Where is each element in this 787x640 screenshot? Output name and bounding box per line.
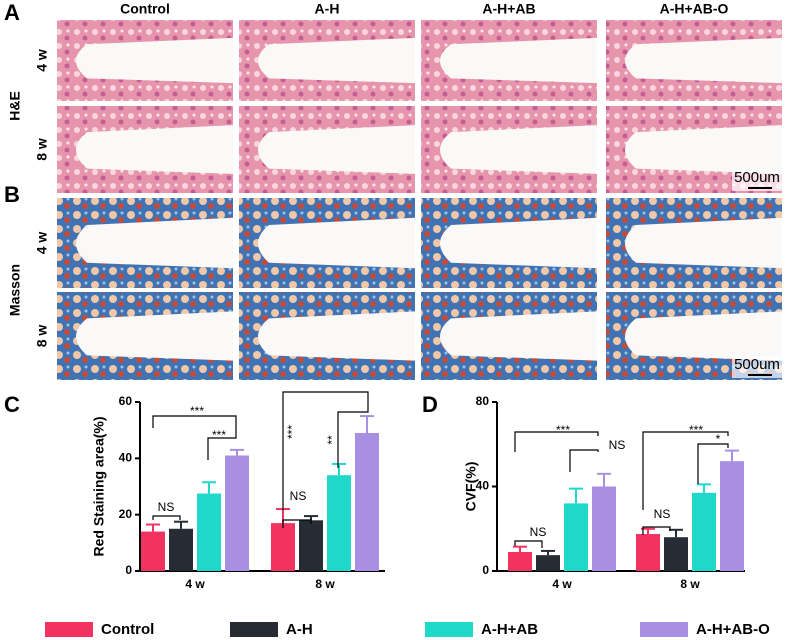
cavity: [625, 37, 782, 84]
scale-bar-label: 500um: [734, 169, 780, 186]
cavity: [625, 311, 782, 361]
scale-bar-label: 500um: [734, 356, 780, 373]
y-tick-label: 0: [482, 563, 489, 577]
column-header: A-H+AB: [482, 1, 535, 17]
cavity: [76, 311, 233, 361]
bar: [225, 455, 249, 571]
bar: [327, 475, 351, 571]
significance-label: ***: [556, 423, 570, 437]
significance-bracket: [642, 431, 729, 510]
significance-label: NS: [654, 507, 671, 521]
significance-bracket: [569, 449, 599, 472]
x-tick-label: 8 w: [680, 577, 700, 591]
column-header: A-H+AB-O: [660, 1, 729, 17]
cavity: [258, 125, 415, 174]
cavity: [440, 217, 597, 269]
significance-bracket: [282, 391, 369, 510]
cavity: [440, 37, 597, 84]
significance-label: ***: [689, 423, 703, 437]
cavity: [258, 311, 415, 361]
y-tick-label: 60: [119, 394, 133, 408]
significance-label: NS: [290, 489, 307, 503]
bar: [141, 531, 165, 571]
significance-label: *: [716, 432, 721, 446]
significance-label: ***: [190, 404, 204, 418]
significance-label: **: [325, 435, 339, 445]
cavity: [440, 311, 597, 361]
y-tick-label: 40: [119, 451, 133, 465]
cavity: [258, 217, 415, 269]
scale-bar-bg: [732, 169, 782, 191]
bar: [197, 493, 221, 571]
y-tick-label: 80: [476, 394, 490, 408]
significance-label: ***: [285, 425, 299, 439]
bar: [564, 503, 588, 571]
x-tick-label: 4 w: [185, 577, 205, 591]
bar: [299, 520, 323, 571]
row-label: 4 w: [34, 49, 50, 72]
cavity: [76, 37, 233, 84]
panel-label: D: [422, 392, 438, 417]
stain-label: Masson: [7, 264, 23, 316]
x-tick-label: 8 w: [315, 577, 335, 591]
cavity: [76, 217, 233, 269]
bar: [271, 523, 295, 571]
x-tick-label: 4 w: [552, 577, 572, 591]
cavity: [625, 125, 782, 174]
bar: [664, 537, 688, 571]
significance-bracket: [152, 415, 237, 428]
cavity: [258, 37, 415, 84]
bar: [169, 528, 193, 571]
bar: [636, 534, 660, 571]
bar: [508, 551, 532, 571]
y-axis-label: Red Staining area(%): [91, 416, 107, 556]
significance-label: ***: [212, 428, 226, 442]
panel-label: C: [4, 392, 20, 417]
significance-bracket: [152, 515, 181, 520]
significance-bracket: [642, 526, 671, 535]
panel-label: B: [4, 182, 20, 207]
significance-label: NS: [530, 525, 547, 539]
bar: [355, 432, 379, 571]
significance-label: NS: [609, 438, 626, 452]
significance-bracket: [514, 540, 543, 548]
significance-bracket: [282, 519, 312, 528]
significance-bracket: [697, 443, 729, 484]
legend-label: Control: [101, 621, 154, 638]
row-label: 8 w: [34, 325, 50, 348]
column-header: Control: [120, 1, 170, 17]
y-tick-label: 40: [476, 479, 490, 493]
row-label: 8 w: [34, 138, 50, 161]
bar: [692, 492, 716, 571]
y-axis-label: CVF(%): [463, 462, 479, 512]
bar: [592, 486, 616, 571]
bar: [720, 461, 744, 571]
legend-label: A-H+AB: [481, 621, 538, 638]
y-tick-label: 0: [125, 563, 132, 577]
cavity: [76, 125, 233, 174]
significance-label: NS: [158, 500, 175, 514]
legend-swatch: [425, 622, 473, 637]
legend-swatch: [45, 622, 93, 637]
stain-label: H&E: [7, 91, 23, 121]
legend-label: A-H+AB-O: [696, 621, 770, 638]
legend-swatch: [640, 622, 688, 637]
y-tick-label: 20: [119, 507, 133, 521]
significance-bracket: [337, 398, 369, 468]
row-label: 4 w: [34, 232, 50, 255]
column-header: A-H: [315, 1, 340, 17]
cavity: [440, 125, 597, 174]
cavity: [625, 217, 782, 269]
significance-bracket: [514, 431, 599, 452]
panel-label: A: [4, 0, 20, 25]
scale-bar-bg: [732, 356, 782, 378]
legend-swatch: [230, 622, 278, 637]
legend-label: A-H: [286, 621, 313, 638]
bar: [536, 555, 560, 571]
significance-bracket: [207, 424, 237, 460]
